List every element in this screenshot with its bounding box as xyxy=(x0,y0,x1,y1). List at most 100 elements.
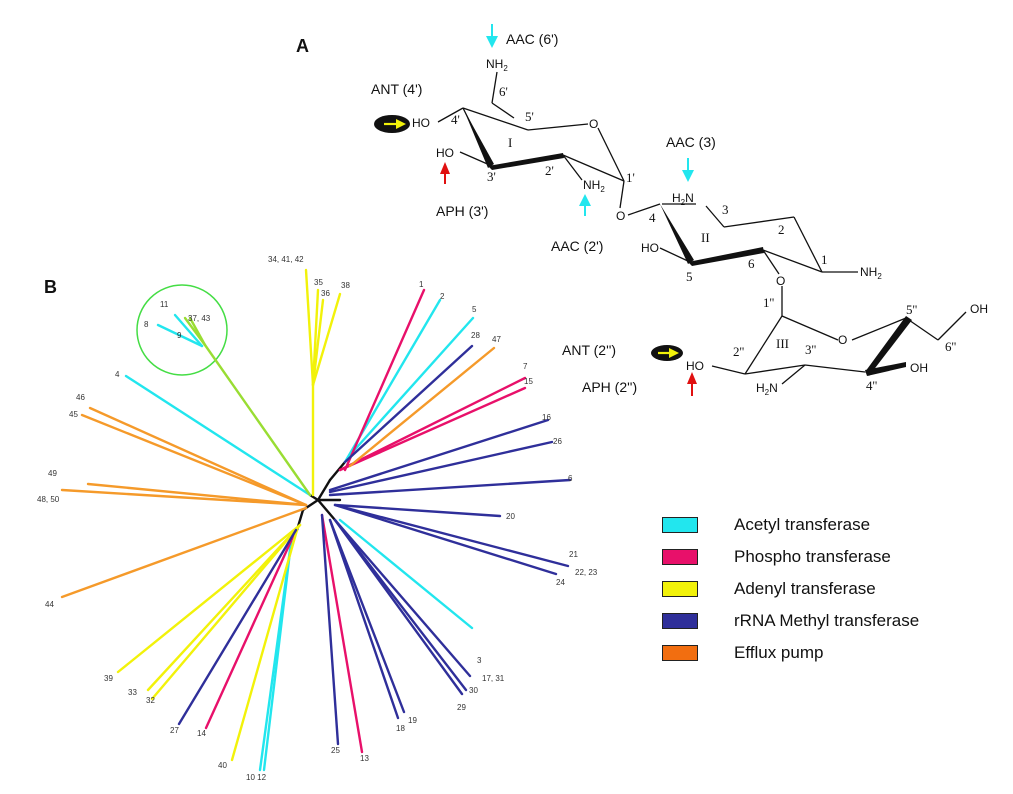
legend-swatch-phospho xyxy=(662,549,698,565)
enzyme-aac-2p: AAC (2') xyxy=(551,238,603,254)
leaf-32: 32 xyxy=(146,696,155,705)
atom-o-link2: O xyxy=(776,274,785,288)
legend-label-acetyl: Acetyl transferase xyxy=(734,515,871,534)
leaf-22-23: 22, 23 xyxy=(575,568,598,577)
pos-1pp: 1'' xyxy=(763,295,774,310)
ring-iii-wedge-right xyxy=(865,316,912,376)
leaf-45: 45 xyxy=(69,410,78,419)
phospho-branches xyxy=(204,288,527,754)
leaf-19: 19 xyxy=(408,716,417,725)
legend-label-rrna: rRNA Methyl transferase xyxy=(734,611,920,630)
atom-ho-4p: HO xyxy=(412,116,430,130)
legend-item-acetyl: Acetyl transferase xyxy=(662,514,982,536)
leaf-11: 11 xyxy=(160,300,169,309)
leaf-46: 46 xyxy=(76,393,85,402)
aac-arrows xyxy=(486,24,694,216)
leaf-8: 8 xyxy=(144,320,149,329)
atom-oh-4pp: OH xyxy=(910,361,928,375)
leaf-7: 7 xyxy=(523,362,528,371)
enzyme-labels: AAC (6') ANT (4') APH (3') AAC (3) AAC (… xyxy=(371,31,716,395)
leaf-35: 35 xyxy=(314,278,323,287)
legend-label-phospho: Phospho transferase xyxy=(734,547,891,566)
leaf-40: 40 xyxy=(218,761,227,770)
position-labels: 6' 5' 4' 3' 2' 1' 4 3 2 1 5 6 1'' 2'' 3'… xyxy=(451,84,956,393)
leaf-17-31: 17, 31 xyxy=(482,674,505,683)
tree-trunk xyxy=(295,460,347,532)
leaf-15: 15 xyxy=(524,377,533,386)
leaf-48-50: 48, 50 xyxy=(37,495,60,504)
pos-5p: 5' xyxy=(525,109,534,124)
ring-i-wedge-left xyxy=(463,108,494,168)
pos-4pp: 4'' xyxy=(866,378,877,393)
ring-label-ii: II xyxy=(701,230,710,245)
atom-oh-6pp: OH xyxy=(970,302,988,316)
ring-iii-bonds xyxy=(711,311,967,385)
leaf-38: 38 xyxy=(341,281,350,290)
leaf-20: 20 xyxy=(506,512,515,521)
panel-b-label: B xyxy=(44,277,57,297)
transition-branch xyxy=(183,316,312,497)
leaf-37-43: 37, 43 xyxy=(188,314,211,323)
enzyme-ant-4p: ANT (4') xyxy=(371,81,422,97)
ring-ii-wedge-left xyxy=(660,204,694,264)
arrow-aph-3p-icon xyxy=(440,162,450,184)
leaf-6: 6 xyxy=(568,474,573,483)
ant-markers xyxy=(374,115,683,361)
leaf-44: 44 xyxy=(45,600,54,609)
enzyme-aac-3: AAC (3) xyxy=(666,134,716,150)
legend-label-efflux: Efflux pump xyxy=(734,643,824,662)
pos-3p: 3' xyxy=(487,169,496,184)
pos-4p: 4' xyxy=(451,112,460,127)
atom-ho-2pp: HO xyxy=(686,359,704,373)
leaf-36: 36 xyxy=(321,289,330,298)
pos-4: 4 xyxy=(649,210,656,225)
leaf-33: 33 xyxy=(128,688,137,697)
aph-arrows xyxy=(440,162,697,396)
legend-swatch-efflux xyxy=(662,645,698,661)
pos-3: 3 xyxy=(722,202,729,217)
ring-i-bonds xyxy=(437,71,661,216)
leaf-10-12: 10 12 xyxy=(246,773,267,782)
leaf-25: 25 xyxy=(331,746,340,755)
leaf-49: 49 xyxy=(48,469,57,478)
leaf-4: 4 xyxy=(115,370,120,379)
enzyme-ant-2pp: ANT (2'') xyxy=(562,342,616,358)
ring-label-i: I xyxy=(508,135,512,150)
ant-2pp-marker-icon xyxy=(651,345,683,361)
ring-iii-wedge-oh xyxy=(865,362,906,376)
pos-3pp: 3'' xyxy=(805,342,816,357)
leaf-18: 18 xyxy=(396,724,405,733)
pos-1p: 1' xyxy=(626,170,635,185)
legend-item-phospho: Phospho transferase xyxy=(662,546,982,568)
pos-5: 5 xyxy=(686,269,693,284)
ring-ii-bonds xyxy=(659,203,858,316)
pos-1: 1 xyxy=(821,252,828,267)
atom-nh2-2p: NH2 xyxy=(583,178,605,194)
ant-4p-marker-icon xyxy=(374,115,410,133)
leaf-13: 13 xyxy=(360,754,369,763)
ring-label-iii: III xyxy=(776,336,789,351)
pos-2pp: 2'' xyxy=(733,344,744,359)
atom-o-ring3: O xyxy=(838,333,847,347)
atom-labels: NH2 HO HO NH2 O O H2N HO NH2 O O OH HO H… xyxy=(412,57,988,397)
legend-swatch-rrna xyxy=(662,613,698,629)
pos-5pp: 5'' xyxy=(906,302,917,317)
leaf-21: 21 xyxy=(569,550,578,559)
tree-leaf-labels: 1 2 3 4 5 6 7 8 9 10 12 11 13 14 15 16 1… xyxy=(37,255,598,782)
leaf-5: 5 xyxy=(472,305,477,314)
pos-6: 6 xyxy=(748,256,755,271)
acetyl-branches xyxy=(124,298,475,772)
legend-swatch-adenyl xyxy=(662,581,698,597)
ring-ii-wedge-bottom xyxy=(688,247,764,266)
leaf-47: 47 xyxy=(492,335,501,344)
pos-6p: 6' xyxy=(499,84,508,99)
atom-o-ring1: O xyxy=(589,117,598,131)
efflux-branches xyxy=(60,346,496,599)
highlight-circle xyxy=(136,284,228,376)
leaf-39: 39 xyxy=(104,674,113,683)
legend-label-adenyl: Adenyl transferase xyxy=(734,579,876,598)
atom-ho-5: HO xyxy=(641,241,659,255)
leaf-9: 9 xyxy=(177,331,182,340)
tree-branches xyxy=(60,268,572,772)
